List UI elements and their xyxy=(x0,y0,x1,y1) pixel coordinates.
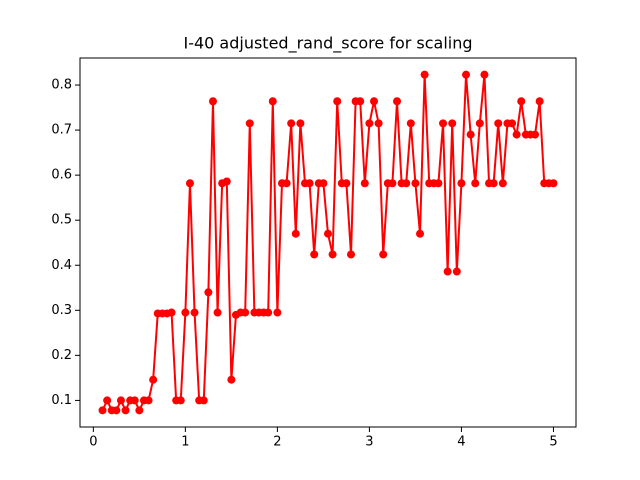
point xyxy=(448,119,457,128)
point xyxy=(149,375,158,384)
point xyxy=(370,97,379,106)
point xyxy=(517,97,526,106)
point xyxy=(291,229,300,238)
x-tick-label: 3 xyxy=(365,435,373,450)
point xyxy=(135,406,144,415)
point xyxy=(512,130,521,139)
point xyxy=(462,70,471,79)
point xyxy=(508,119,517,128)
x-tick-label: 4 xyxy=(457,435,465,450)
point xyxy=(416,229,425,238)
x-tick-label: 0 xyxy=(89,435,97,450)
point xyxy=(319,179,328,188)
point xyxy=(121,406,130,415)
y-tick-label: 0.6 xyxy=(51,168,72,183)
point xyxy=(535,97,544,106)
y-tick-label: 0.2 xyxy=(51,348,72,363)
point xyxy=(190,308,199,317)
y-tick-label: 0.7 xyxy=(51,123,72,138)
axes-frame xyxy=(79,57,577,428)
point xyxy=(439,119,448,128)
point xyxy=(365,119,374,128)
chart-title: I-40 adjusted_rand_score for scaling xyxy=(183,34,472,54)
point xyxy=(305,179,314,188)
point xyxy=(227,375,236,384)
point xyxy=(420,70,429,79)
point xyxy=(549,179,558,188)
point xyxy=(333,97,342,106)
point xyxy=(342,179,351,188)
point xyxy=(176,396,185,405)
point xyxy=(287,119,296,128)
point xyxy=(443,267,452,276)
x-tick-label: 1 xyxy=(181,435,189,450)
point xyxy=(471,179,480,188)
point xyxy=(204,288,213,297)
point xyxy=(241,308,250,317)
point xyxy=(181,308,190,317)
point xyxy=(531,130,540,139)
point xyxy=(356,97,365,106)
y-tick-label: 0.1 xyxy=(51,393,72,408)
point xyxy=(282,179,291,188)
point xyxy=(213,308,222,317)
point xyxy=(328,250,337,259)
point xyxy=(245,119,254,128)
point xyxy=(116,396,125,405)
y-tick-label: 0.3 xyxy=(51,303,72,318)
point xyxy=(498,179,507,188)
point xyxy=(406,119,415,128)
x-tick-label: 5 xyxy=(549,435,557,450)
point xyxy=(112,406,121,415)
y-tick-label: 0.5 xyxy=(51,213,72,228)
point xyxy=(130,396,139,405)
point xyxy=(264,308,273,317)
point xyxy=(402,179,411,188)
point xyxy=(347,250,356,259)
point xyxy=(379,250,388,259)
point xyxy=(98,406,107,415)
point xyxy=(388,179,397,188)
point xyxy=(393,97,402,106)
point xyxy=(452,267,461,276)
point xyxy=(296,119,305,128)
point xyxy=(273,308,282,317)
point xyxy=(324,229,332,238)
point xyxy=(167,308,176,317)
point xyxy=(199,396,208,405)
x-tick-label: 2 xyxy=(273,435,281,450)
series-line xyxy=(101,74,554,413)
point xyxy=(475,119,484,128)
y-tick-label: 0.8 xyxy=(51,78,72,93)
point xyxy=(374,119,383,128)
point xyxy=(208,97,217,106)
point xyxy=(360,179,369,188)
point xyxy=(411,179,420,188)
point xyxy=(457,179,466,188)
point xyxy=(103,396,112,405)
point xyxy=(480,70,489,79)
y-tick-label: 0.4 xyxy=(51,258,72,273)
point xyxy=(494,119,503,128)
point xyxy=(222,177,231,186)
point xyxy=(489,179,498,188)
point xyxy=(466,130,475,139)
point xyxy=(185,179,194,188)
point xyxy=(268,97,277,106)
point xyxy=(310,250,319,259)
point xyxy=(144,396,153,405)
point xyxy=(434,179,443,188)
